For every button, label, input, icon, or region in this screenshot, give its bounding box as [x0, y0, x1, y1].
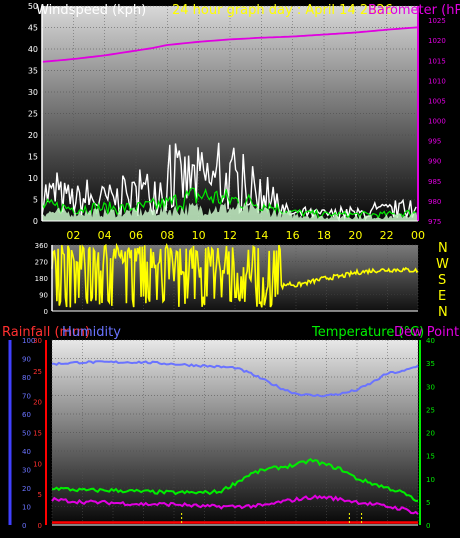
- tick-wind-y: 20: [28, 131, 38, 140]
- tick-dir-y: 270: [35, 259, 48, 267]
- tick-hour-x: 12: [223, 229, 237, 242]
- series-direction: [51, 242, 419, 308]
- tick-baro-y: 980: [428, 198, 441, 206]
- tick-wind-y: 25: [28, 110, 38, 119]
- tick-rain-y: 30: [33, 337, 42, 345]
- tick-rain-y: 15: [33, 430, 42, 438]
- tick-hour-x: 08: [160, 229, 174, 242]
- tick-humidity-y: 10: [22, 504, 31, 512]
- tick-humidity-y: 30: [22, 467, 31, 475]
- plot-series: [41, 26, 419, 525]
- tick-temp-y: 0: [426, 522, 430, 530]
- tick-baro-y: 995: [428, 138, 441, 146]
- tick-temp-y: 20: [426, 430, 435, 438]
- series-wind_average: [41, 187, 417, 219]
- compass-n-top: N: [438, 241, 448, 256]
- tick-wind-y: 45: [28, 24, 38, 33]
- tick-baro-y: 1005: [428, 97, 446, 105]
- series-humidity: [51, 360, 419, 398]
- tick-baro-y: 1025: [428, 17, 446, 25]
- wind-panel-bg: [42, 6, 418, 221]
- tick-rain-y: 25: [33, 368, 42, 376]
- tick-temp-y: 40: [426, 337, 435, 345]
- tick-wind-y: 35: [28, 67, 38, 76]
- tick-wind-y: 0: [33, 217, 38, 226]
- rainfall-title: Rainfall (mm): [2, 325, 90, 340]
- tick-temp-y: 5: [426, 499, 430, 507]
- series-temperature: [51, 457, 418, 502]
- compass-letters: N W S E N: [436, 241, 449, 320]
- tick-humidity-y: 90: [22, 356, 31, 364]
- tick-temp-y: 35: [426, 360, 435, 368]
- tick-dir-y: 360: [35, 242, 48, 250]
- tick-rain-y: 5: [38, 491, 42, 499]
- tick-baro-y: 1020: [428, 37, 446, 45]
- tick-hour-x: 20: [348, 229, 362, 242]
- compass-e: E: [438, 289, 446, 304]
- tick-dir-y: 0: [44, 308, 48, 316]
- tick-humidity-y: 80: [22, 374, 31, 382]
- graph-day-title: 24 hour graph day : April 14 2026: [172, 3, 393, 18]
- series-dew_point: [51, 494, 419, 515]
- series-wind_fill: [42, 202, 418, 221]
- tick-hour-x: 04: [98, 229, 112, 242]
- tick-wind-y: 10: [28, 174, 38, 183]
- tick-humidity-y: 0: [22, 522, 26, 530]
- tick-dir-y: 90: [39, 292, 48, 300]
- tick-humidity-y: 100: [22, 337, 35, 345]
- tick-temp-y: 30: [426, 383, 435, 391]
- compass-w: W: [436, 257, 449, 272]
- tick-hour-x: 16: [286, 229, 300, 242]
- tick-temp-y: 10: [426, 476, 435, 484]
- tick-baro-y: 975: [428, 218, 441, 226]
- temperature-title: Temperature (°C): [311, 325, 424, 340]
- tick-rain-y: 10: [33, 460, 42, 468]
- tick-baro-y: 990: [428, 158, 441, 166]
- tick-dir-y: 180: [35, 275, 48, 283]
- tick-wind-y: 30: [28, 88, 38, 97]
- tick-wind-y: 40: [28, 45, 38, 54]
- humidity-title: Humidity: [62, 325, 121, 340]
- compass-s: S: [438, 273, 446, 288]
- tick-hour-x: 00: [411, 229, 425, 242]
- tick-wind-y: 15: [28, 153, 38, 162]
- tick-hour-x: 18: [317, 229, 331, 242]
- tick-labels: 0510152025303540455097598098599099510001…: [22, 2, 446, 530]
- tick-hour-x: 06: [129, 229, 143, 242]
- dewpoint-title: Dew Point: [394, 325, 459, 340]
- wind-title: Windspeed (kph): [36, 3, 146, 18]
- tick-rain-y: 0: [38, 522, 42, 530]
- tick-baro-y: 1010: [428, 77, 446, 85]
- series-barometer: [41, 26, 419, 63]
- tick-humidity-y: 50: [22, 430, 31, 438]
- tick-baro-y: 985: [428, 178, 441, 186]
- tick-wind-y: 5: [33, 196, 38, 205]
- compass-n-bottom: N: [438, 305, 448, 320]
- axis-lines: [8, 6, 421, 526]
- tick-temp-y: 15: [426, 453, 435, 461]
- tick-hour-x: 10: [192, 229, 206, 242]
- series-wind_gust: [41, 142, 417, 222]
- tick-baro-y: 1000: [428, 118, 446, 126]
- tick-rain-y: 20: [33, 399, 42, 407]
- tick-temp-y: 25: [426, 406, 435, 414]
- tick-baro-y: 1015: [428, 57, 446, 65]
- tick-hour-x: 14: [254, 229, 268, 242]
- tick-hour-x: 02: [66, 229, 80, 242]
- barometer-title: Barometer (hPa): [368, 3, 460, 18]
- tick-humidity-y: 60: [22, 411, 31, 419]
- tick-humidity-y: 70: [22, 393, 31, 401]
- tick-humidity-y: 40: [22, 448, 31, 456]
- tick-hour-x: 22: [380, 229, 394, 242]
- tick-wind-y: 50: [28, 2, 38, 11]
- tick-humidity-y: 20: [22, 485, 31, 493]
